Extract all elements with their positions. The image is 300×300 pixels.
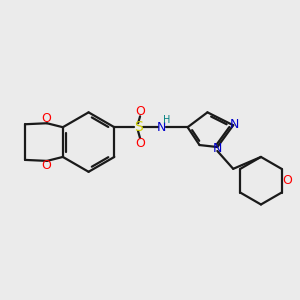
Text: H: H: [163, 115, 170, 125]
Text: O: O: [41, 112, 51, 125]
Text: N: N: [213, 142, 222, 154]
Text: O: O: [41, 159, 51, 172]
Text: O: O: [135, 136, 145, 150]
Text: O: O: [283, 174, 292, 187]
Text: N: N: [230, 118, 239, 131]
Text: S: S: [134, 120, 142, 134]
Text: N: N: [157, 121, 167, 134]
Text: O: O: [135, 105, 145, 118]
